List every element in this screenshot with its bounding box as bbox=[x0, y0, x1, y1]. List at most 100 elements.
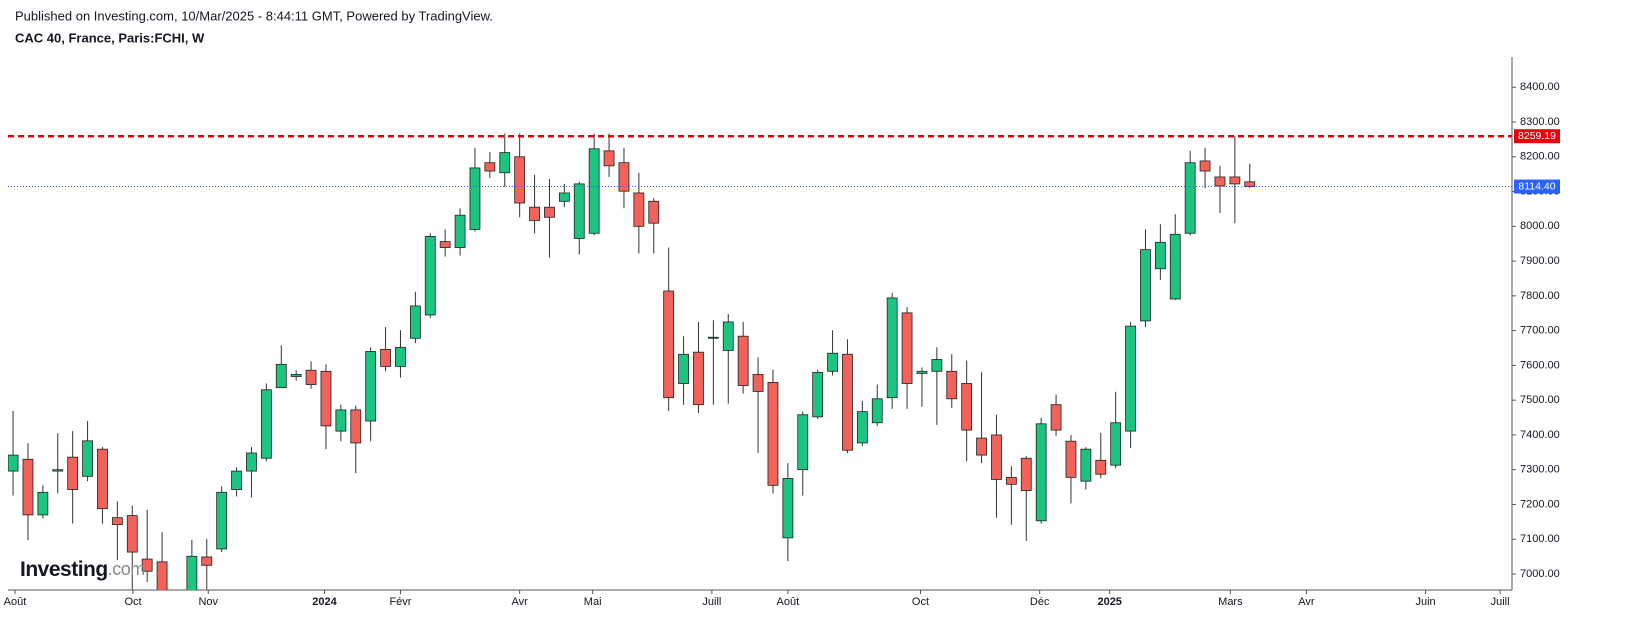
x-tick-label: Août bbox=[4, 596, 27, 608]
candle-body bbox=[678, 353, 689, 384]
candle-body bbox=[172, 595, 182, 600]
candle-body bbox=[275, 363, 287, 389]
candle-body bbox=[782, 477, 794, 539]
x-tick-label: Août bbox=[777, 596, 800, 608]
candle-body bbox=[618, 162, 630, 192]
y-tick-label: 8300.00 bbox=[1520, 116, 1560, 128]
x-tick-label: Oct bbox=[124, 596, 141, 608]
x-tick-label: Avr bbox=[512, 596, 529, 608]
candle-body bbox=[260, 389, 272, 459]
x-tick-label: Juin bbox=[1415, 596, 1435, 608]
candle-body bbox=[1080, 448, 1092, 482]
chart-title: CAC 40, France, Paris:FCHI, W bbox=[15, 30, 205, 45]
candle-body bbox=[842, 353, 853, 451]
candle-body bbox=[1199, 160, 1211, 172]
y-tick-label: 7000.00 bbox=[1520, 568, 1560, 580]
candle-body bbox=[484, 162, 496, 172]
candle-body bbox=[141, 558, 153, 572]
candle-body bbox=[529, 206, 540, 221]
y-tick-label: 8400.00 bbox=[1520, 81, 1560, 93]
candle-body bbox=[305, 369, 317, 385]
candle-body bbox=[707, 336, 719, 339]
price-tag-label: 8259.19 bbox=[1518, 130, 1556, 142]
candle-body bbox=[603, 150, 615, 167]
candle-body bbox=[901, 312, 913, 384]
candle-body bbox=[395, 346, 406, 367]
candle-body bbox=[1244, 181, 1256, 187]
chart-subtitle: Published on Investing.com, 10/Mar/2025 … bbox=[15, 8, 493, 23]
candle-body bbox=[812, 371, 824, 418]
candle-body bbox=[722, 321, 734, 351]
y-tick-label: 7500.00 bbox=[1520, 394, 1560, 406]
x-tick-label: Déc bbox=[1030, 596, 1050, 608]
candle-body bbox=[156, 561, 168, 590]
candle-body bbox=[231, 470, 242, 490]
candle-body bbox=[216, 491, 228, 550]
candle-body bbox=[1005, 476, 1017, 485]
candle-body bbox=[663, 290, 675, 399]
x-tick-label: 2024 bbox=[312, 596, 337, 608]
candle-body bbox=[1035, 423, 1047, 522]
candle-body bbox=[1050, 404, 1062, 431]
candle-body bbox=[1154, 241, 1166, 270]
candle-body bbox=[469, 167, 481, 230]
y-tick-label: 7600.00 bbox=[1520, 359, 1560, 371]
price-tag-label: 8114.40 bbox=[1518, 180, 1555, 192]
candle-body bbox=[1184, 162, 1196, 234]
candle-body bbox=[67, 456, 79, 490]
candle-body bbox=[320, 370, 332, 427]
y-tick-label: 7900.00 bbox=[1520, 255, 1560, 267]
candle-body bbox=[1140, 249, 1151, 322]
candle-body bbox=[946, 370, 958, 400]
candle-body bbox=[573, 183, 585, 239]
logo-suffix: .com bbox=[108, 559, 145, 579]
y-tick-label: 7700.00 bbox=[1520, 325, 1560, 337]
candle-body bbox=[409, 305, 421, 339]
candle-body bbox=[886, 297, 898, 399]
candle-body bbox=[1095, 459, 1107, 475]
candle-body bbox=[1125, 325, 1136, 432]
candle-body bbox=[558, 192, 570, 202]
x-tick-label: Févr bbox=[389, 596, 411, 608]
y-tick-label: 7100.00 bbox=[1520, 533, 1560, 545]
candle-body bbox=[797, 414, 809, 471]
candle-body bbox=[350, 409, 362, 444]
candle-body bbox=[97, 448, 108, 510]
candle-body bbox=[186, 555, 198, 590]
candle-body bbox=[246, 452, 257, 472]
candle-body bbox=[767, 382, 779, 486]
y-tick-label: 8200.00 bbox=[1520, 151, 1560, 163]
candle-body bbox=[648, 200, 660, 224]
candle-body bbox=[22, 458, 34, 516]
candle-body bbox=[52, 469, 64, 472]
price-tag bbox=[1514, 179, 1560, 194]
x-tick-label: Nov bbox=[198, 596, 218, 608]
candle-body bbox=[961, 383, 973, 431]
y-tick-label: 7800.00 bbox=[1520, 290, 1560, 302]
candle-body bbox=[693, 351, 704, 406]
candle-body bbox=[8, 454, 19, 472]
y-tick-label: 8000.00 bbox=[1520, 220, 1560, 232]
candle-body bbox=[544, 206, 555, 218]
candle-body bbox=[1169, 233, 1181, 300]
candle-body bbox=[380, 349, 391, 367]
candle-body bbox=[991, 434, 1002, 480]
candle-body bbox=[916, 370, 928, 374]
candle-body bbox=[871, 398, 883, 424]
candle-body bbox=[82, 440, 93, 477]
candle-body bbox=[1065, 440, 1077, 478]
candle-body bbox=[737, 335, 749, 386]
y-tick-label: 7400.00 bbox=[1520, 429, 1560, 441]
candle-body bbox=[1110, 422, 1122, 466]
candle-body bbox=[827, 352, 838, 372]
candle-body bbox=[1214, 176, 1226, 187]
candle-body bbox=[37, 491, 49, 516]
candle-body bbox=[439, 241, 451, 248]
plot-area bbox=[8, 133, 1256, 600]
candle-body bbox=[976, 437, 987, 456]
candle-body bbox=[424, 236, 436, 316]
candle-body bbox=[752, 374, 764, 392]
x-tick-label: Oct bbox=[912, 596, 929, 608]
candle-body bbox=[1229, 176, 1241, 185]
